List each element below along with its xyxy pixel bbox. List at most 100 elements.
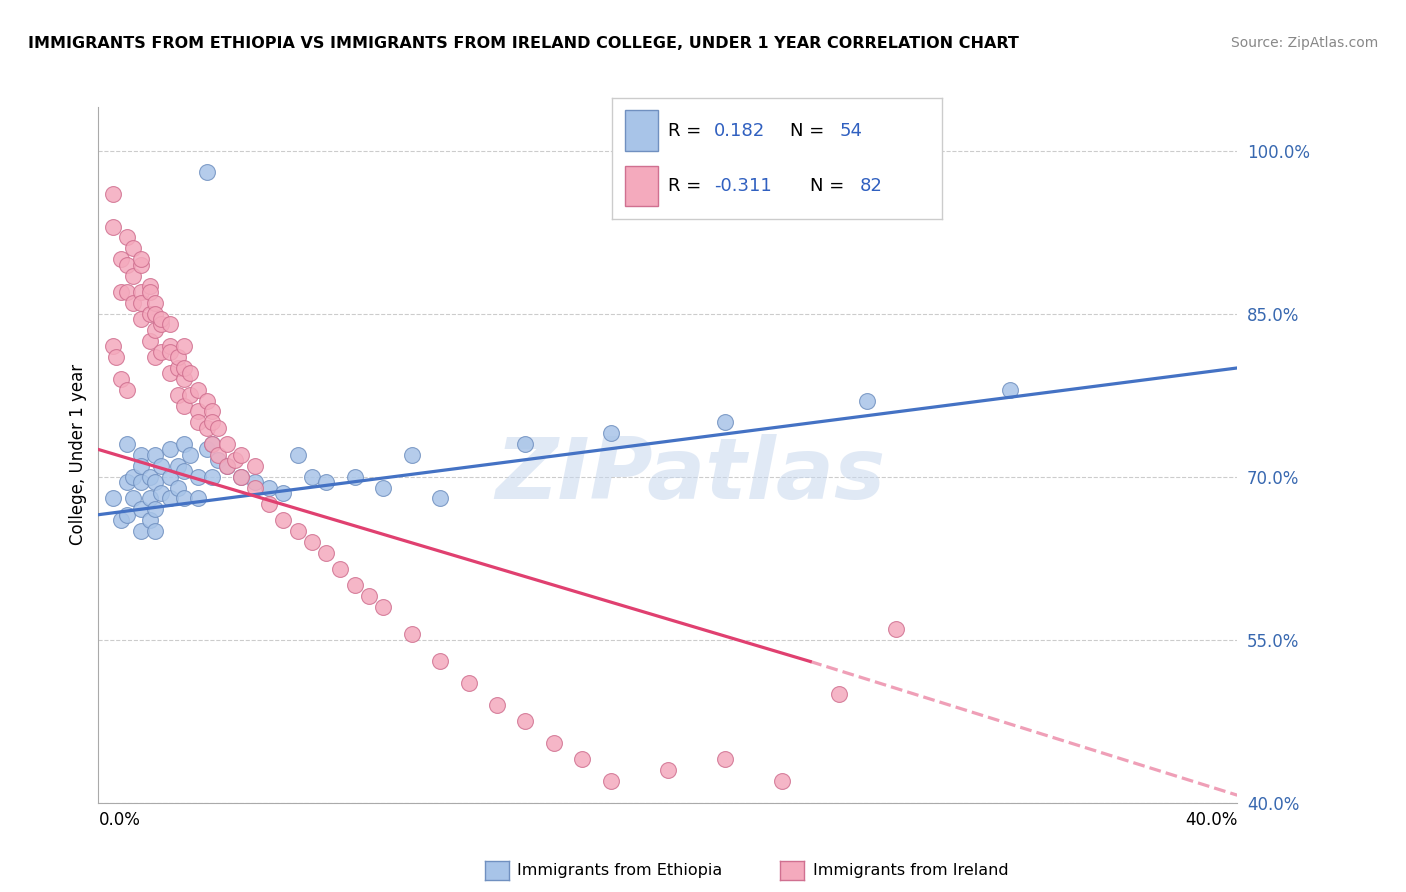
- Point: [138, 491, 160, 506]
- Point: [179, 367, 201, 381]
- Point: [259, 497, 281, 511]
- Point: [187, 404, 209, 418]
- Point: [357, 589, 380, 603]
- Point: [229, 469, 252, 483]
- Y-axis label: College, Under 1 year: College, Under 1 year: [69, 364, 87, 546]
- Point: [150, 344, 173, 359]
- Point: [173, 437, 195, 451]
- Point: [229, 469, 252, 483]
- Text: 82: 82: [859, 177, 883, 195]
- Point: [115, 475, 138, 489]
- Point: [138, 334, 160, 348]
- Point: [101, 187, 124, 202]
- Text: N =: N =: [790, 121, 830, 140]
- Point: [150, 318, 173, 332]
- Point: [173, 339, 195, 353]
- Point: [110, 513, 132, 527]
- Point: [145, 502, 167, 516]
- Point: [207, 453, 229, 467]
- Point: [243, 458, 266, 473]
- Point: [145, 307, 167, 321]
- Point: [201, 437, 224, 451]
- Point: [150, 486, 173, 500]
- Point: [243, 475, 266, 489]
- Point: [187, 415, 209, 429]
- Point: [429, 655, 451, 669]
- Point: [104, 350, 127, 364]
- Point: [195, 442, 218, 457]
- Point: [187, 469, 209, 483]
- Point: [159, 339, 181, 353]
- Point: [138, 279, 160, 293]
- Point: [121, 268, 143, 283]
- Point: [287, 448, 309, 462]
- Point: [145, 350, 167, 364]
- Point: [515, 437, 537, 451]
- Point: [343, 578, 366, 592]
- Point: [110, 252, 132, 267]
- Point: [224, 453, 246, 467]
- Point: [159, 367, 181, 381]
- Point: [429, 491, 451, 506]
- Point: [179, 388, 201, 402]
- Point: [138, 469, 160, 483]
- Text: R =: R =: [668, 177, 707, 195]
- Point: [195, 421, 218, 435]
- Point: [179, 448, 201, 462]
- Point: [110, 285, 132, 299]
- Point: [173, 372, 195, 386]
- Point: [187, 491, 209, 506]
- Point: [195, 393, 218, 408]
- Point: [145, 524, 167, 538]
- Point: [600, 426, 623, 441]
- Point: [229, 448, 252, 462]
- Point: [714, 415, 737, 429]
- Point: [138, 285, 160, 299]
- Bar: [624, 166, 658, 206]
- Text: Immigrants from Ireland: Immigrants from Ireland: [813, 863, 1008, 878]
- Point: [115, 437, 138, 451]
- Point: [115, 383, 138, 397]
- Point: [138, 307, 160, 321]
- Text: R =: R =: [668, 121, 707, 140]
- Point: [129, 295, 152, 310]
- Point: [159, 344, 181, 359]
- Point: [129, 252, 152, 267]
- Point: [173, 464, 195, 478]
- Text: IMMIGRANTS FROM ETHIOPIA VS IMMIGRANTS FROM IRELAND COLLEGE, UNDER 1 YEAR CORREL: IMMIGRANTS FROM ETHIOPIA VS IMMIGRANTS F…: [28, 36, 1019, 51]
- Point: [121, 241, 143, 255]
- Point: [129, 458, 152, 473]
- Text: Source: ZipAtlas.com: Source: ZipAtlas.com: [1230, 36, 1378, 50]
- Point: [207, 448, 229, 462]
- Point: [195, 165, 218, 179]
- Point: [273, 513, 295, 527]
- Point: [259, 481, 281, 495]
- Point: [343, 469, 366, 483]
- Point: [714, 752, 737, 766]
- Point: [201, 415, 224, 429]
- Point: [657, 763, 679, 777]
- Point: [159, 318, 181, 332]
- Point: [129, 524, 152, 538]
- Point: [173, 491, 195, 506]
- Point: [115, 230, 138, 244]
- Point: [129, 502, 152, 516]
- Point: [159, 491, 181, 506]
- Point: [187, 383, 209, 397]
- Point: [129, 475, 152, 489]
- Point: [138, 513, 160, 527]
- Point: [329, 562, 352, 576]
- Point: [201, 404, 224, 418]
- Point: [486, 698, 509, 712]
- Point: [301, 469, 323, 483]
- Point: [167, 481, 190, 495]
- Point: [121, 295, 143, 310]
- Point: [129, 312, 152, 326]
- Text: -0.311: -0.311: [714, 177, 772, 195]
- Text: 40.0%: 40.0%: [1185, 812, 1237, 830]
- Point: [215, 437, 238, 451]
- Point: [571, 752, 593, 766]
- Point: [173, 360, 195, 375]
- Text: N =: N =: [810, 177, 849, 195]
- Point: [457, 676, 479, 690]
